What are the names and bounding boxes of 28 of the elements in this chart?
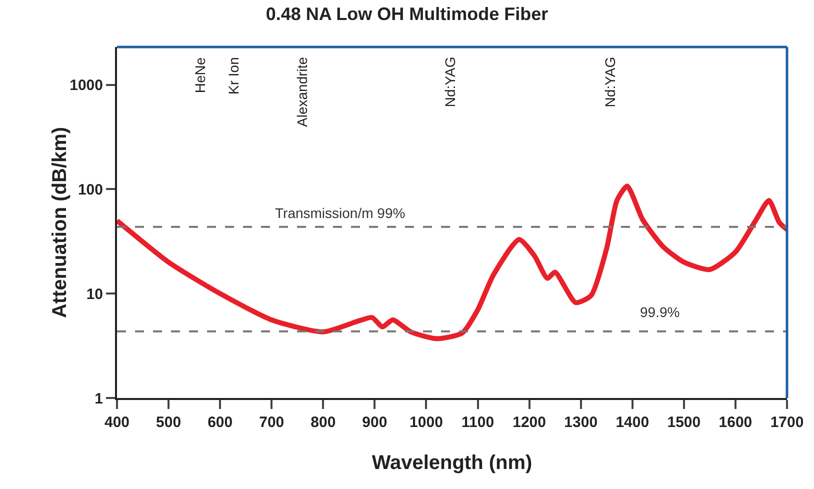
x-tick-label: 1400 — [616, 414, 650, 431]
x-tick-label: 600 — [208, 414, 233, 431]
x-tick-label: 1600 — [718, 414, 752, 431]
y-tick-label: 10 — [86, 286, 103, 303]
x-tick-label: 900 — [362, 414, 388, 431]
x-tick-label: 1000 — [410, 414, 443, 431]
chart-title: 0.48 NA Low OH Multimode Fiber — [266, 4, 548, 24]
x-tick-label: 1200 — [512, 414, 546, 431]
annotation: Kr Ion — [225, 57, 242, 94]
annotation: Nd:YAG — [602, 56, 618, 108]
y-axis-title: Attenuation (dB/km) — [49, 126, 71, 318]
annotation: Transmission/m 99% — [275, 205, 406, 221]
annotation: HeNe — [192, 57, 208, 94]
x-tick-label: 1100 — [461, 414, 494, 431]
annotation: Alexandrite — [294, 56, 310, 127]
x-tick-label: 800 — [310, 414, 336, 431]
x-tick-label: 700 — [259, 414, 284, 431]
x-tick-label: 500 — [156, 414, 182, 431]
x-axis-title: Wavelength (nm) — [372, 452, 532, 474]
y-tick-label: 1 — [94, 390, 103, 408]
y-tick-label: 1000 — [70, 77, 103, 94]
annotation: 99.9% — [640, 304, 680, 320]
annotation: Nd:YAG — [442, 56, 458, 108]
x-tick-label: 1500 — [667, 414, 701, 431]
y-tick-label: 100 — [78, 181, 103, 198]
x-tick-label: 1300 — [564, 414, 598, 431]
x-tick-label: 1700 — [770, 414, 804, 431]
x-tick-label: 400 — [104, 414, 130, 431]
